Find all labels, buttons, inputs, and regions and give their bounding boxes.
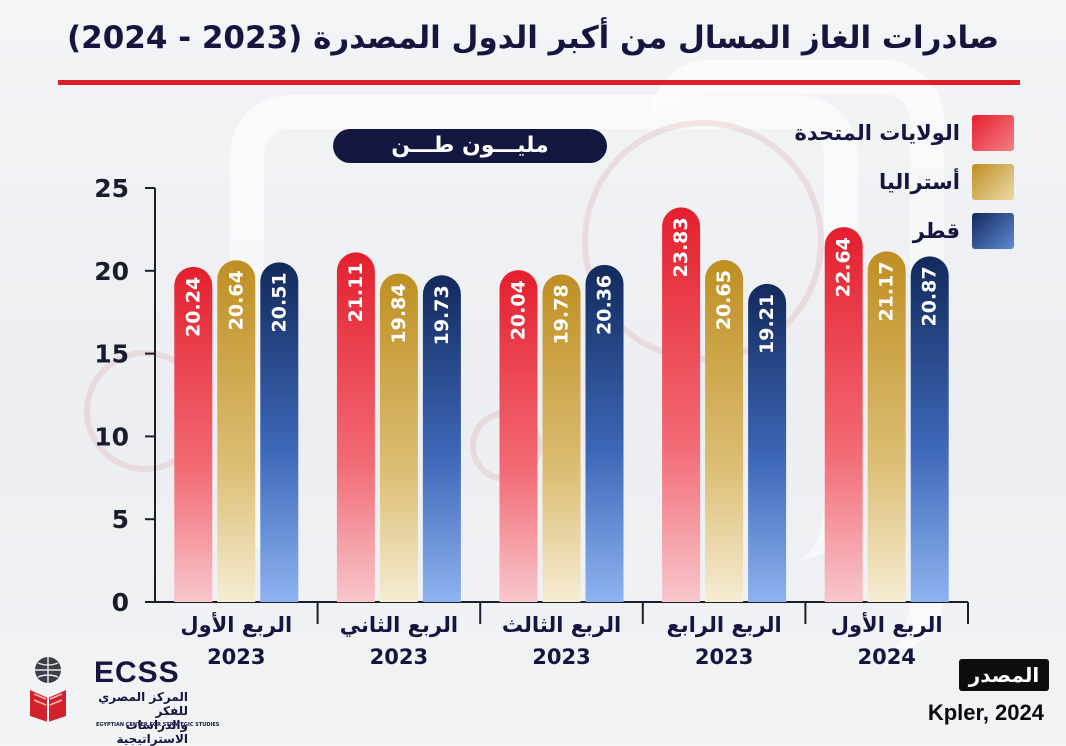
legend-swatch-qatar [972,213,1014,249]
x-category-label: الربع الثالث [502,613,621,637]
y-tick-label: 15 [94,340,129,369]
bar-value-label: 20.36 [594,275,616,335]
x-category-label: الربع الثاني [340,613,458,637]
bar-value-label: 21.17 [876,261,898,321]
legend-label: قطر [912,219,960,243]
bar [824,227,863,602]
bar-value-label: 19.84 [388,283,410,343]
bar [542,274,581,602]
source-text: Kpler, 2024 [927,700,1044,725]
chart-title: صادرات الغاز المسال من أكبر الدول المصدر… [66,20,1000,56]
bar [336,252,375,602]
x-category-label: الربع الأول [831,611,943,637]
legend-swatch-united-states [972,115,1014,151]
bar-value-label: 20.51 [268,272,290,332]
legend-item-united-states: الولايات المتحدة [795,115,1014,151]
bar [662,207,701,603]
x-category-year: 2023 [207,645,265,669]
x-category-year: 2023 [532,645,590,669]
bar [217,260,256,602]
x-category-year: 2024 [857,645,915,669]
source-label: المصدر [959,659,1049,691]
legend-swatch-australia [972,164,1014,200]
logo-arabic-name: المركز المصري للفكر والدراسات الاستراتيج… [98,690,188,746]
y-tick-label: 0 [112,588,129,617]
y-tick-label: 10 [94,422,129,451]
title-underline [58,80,1020,85]
legend-item-australia: أستراليا [879,164,1014,200]
y-tick-label: 20 [94,257,129,286]
bar [585,264,624,602]
bar-value-label: 20.87 [919,266,941,326]
x-category-label: الربع الأول [180,611,292,637]
ecss-logo: ECSS المركز المصري للفكر والدراسات الاست… [26,654,219,746]
bar [499,270,538,602]
bar [867,251,906,602]
x-category-year: 2023 [370,645,428,669]
bar-value-label: 19.78 [551,284,573,344]
bar [910,256,949,602]
background-valve-wheel [582,120,824,362]
bar [260,262,299,602]
unit-label: مليـــون طـــن [333,129,607,163]
bar-value-label: 20.04 [508,280,530,340]
bar-value-label: 20.65 [713,270,735,330]
bar [705,260,744,602]
y-tick-label: 25 [94,174,129,203]
y-tick-label: 5 [112,505,129,534]
bar-value-label: 20.64 [225,270,247,330]
bar-value-label: 21.11 [345,262,367,322]
x-category-label: الربع الرابع [666,613,781,637]
bar-value-label: 19.21 [756,294,778,354]
legend-item-qatar: قطر [913,213,1014,249]
bar-value-label: 20.24 [182,277,204,337]
logo-short-name: ECSS [94,656,180,689]
bar [422,275,461,602]
bar-value-label: 19.73 [431,285,453,345]
globe-book-logo-icon [30,657,66,722]
bar-value-label: 22.64 [833,237,855,297]
logo-english-name: EGYPTIAN CENTER FOR STRATEGIC STUDIES [96,722,220,728]
x-category-year: 2023 [695,645,753,669]
bar-value-label: 23.83 [670,217,692,277]
legend-label: أستراليا [878,170,960,194]
bar [748,283,787,602]
legend-label: الولايات المتحدة [794,121,960,145]
bar [379,273,418,602]
bar [174,266,213,602]
